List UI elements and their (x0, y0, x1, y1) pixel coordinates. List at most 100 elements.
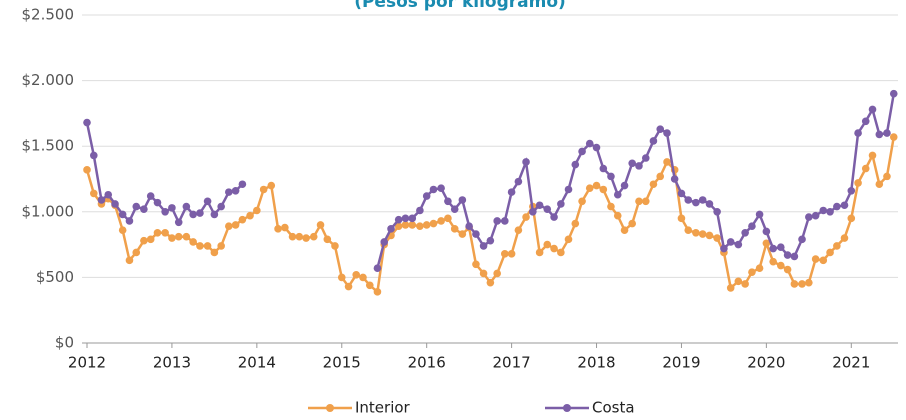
data-point (762, 227, 771, 236)
data-point (684, 196, 693, 204)
data-point (755, 210, 764, 219)
data-point (861, 117, 870, 126)
data-point (613, 211, 622, 220)
data-point (331, 242, 339, 250)
data-point (649, 137, 658, 145)
series-line (85, 136, 895, 295)
data-point (161, 228, 169, 237)
data-point (720, 244, 728, 253)
data-point (479, 242, 488, 250)
data-point (472, 260, 480, 269)
data-point (365, 281, 374, 290)
data-point (578, 147, 586, 156)
data-point (713, 234, 721, 242)
data-point (861, 164, 870, 173)
data-point (501, 249, 509, 258)
data-point (111, 200, 119, 208)
data-point (507, 249, 516, 258)
data-point (281, 223, 289, 232)
data-point (493, 217, 501, 225)
data-point (309, 232, 318, 241)
data-point (323, 235, 332, 244)
data-point (607, 202, 615, 211)
data-point (97, 196, 106, 204)
data-point (811, 255, 820, 263)
series-line (376, 93, 895, 269)
data-point (380, 238, 389, 246)
data-point (889, 133, 898, 141)
x-tick-label: 2015 (323, 354, 361, 372)
data-point (564, 235, 573, 244)
data-point (790, 252, 799, 261)
data-point (422, 221, 431, 229)
data-point (196, 242, 204, 250)
data-point (734, 240, 743, 249)
data-point (522, 158, 530, 166)
data-point (529, 208, 537, 216)
data-point (854, 129, 862, 137)
data-point (883, 129, 891, 137)
data-point (359, 273, 367, 282)
legend-marker (326, 404, 334, 412)
data-point (501, 217, 509, 225)
data-point (210, 248, 219, 257)
data-point (486, 236, 495, 245)
data-point (274, 225, 282, 233)
data-point (868, 105, 877, 114)
x-tick-label: 2012 (68, 354, 106, 372)
data-point (790, 280, 799, 288)
data-point (833, 242, 841, 250)
data-point (125, 256, 134, 265)
data-point (811, 211, 820, 220)
data-point (118, 210, 127, 219)
data-point (302, 234, 310, 242)
data-point (641, 154, 650, 162)
data-point (592, 181, 601, 190)
data-point (182, 232, 191, 241)
data-point (741, 280, 749, 288)
data-point (847, 214, 856, 223)
data-point (620, 181, 629, 190)
data-point (726, 284, 735, 292)
data-point (416, 206, 424, 215)
data-point (231, 187, 240, 195)
data-point (203, 242, 212, 250)
data-point (819, 206, 828, 215)
data-point (394, 215, 403, 224)
data-point (748, 268, 756, 276)
data-point (288, 232, 297, 241)
data-point (698, 230, 707, 238)
data-point (769, 257, 777, 266)
data-point (635, 162, 643, 170)
data-point (868, 151, 877, 160)
data-point (628, 219, 636, 228)
data-point (444, 214, 452, 223)
y-tick-label: $500 (36, 268, 74, 286)
x-tick-label: 2018 (577, 354, 615, 372)
data-point (89, 151, 98, 160)
data-point (486, 278, 495, 287)
data-point (783, 265, 792, 274)
data-point (726, 238, 735, 246)
data-point (479, 269, 488, 278)
data-point (798, 235, 806, 244)
data-point (840, 201, 849, 210)
data-point (599, 164, 608, 173)
data-point (663, 129, 671, 137)
data-point (146, 235, 155, 244)
data-point (571, 219, 580, 228)
data-point (422, 192, 431, 200)
data-point (203, 197, 212, 206)
data-point (89, 189, 98, 198)
data-point (458, 230, 467, 238)
data-point (578, 197, 586, 206)
data-point (599, 185, 608, 194)
data-point (168, 234, 176, 242)
data-point (692, 228, 700, 237)
data-point (373, 288, 382, 296)
data-point (613, 190, 622, 199)
data-point (450, 225, 459, 233)
data-point (550, 213, 558, 221)
data-point (153, 228, 162, 237)
